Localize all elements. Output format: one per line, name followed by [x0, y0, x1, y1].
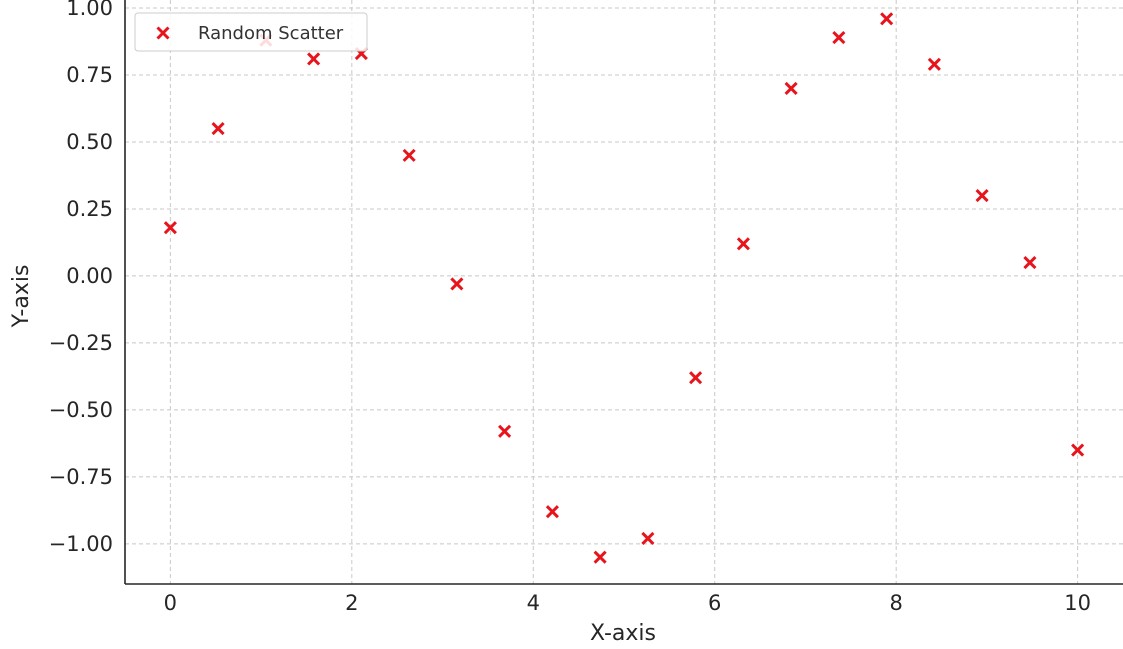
axes: [124, 0, 1123, 585]
legend-label: Random Scatter: [198, 23, 344, 44]
tick-labels: 0 2 4 6 8 10 1.00 0.75 0.50 0.25 0.00 −0.25 −0.50 −0.…: [49, 0, 1091, 615]
data-point: [211, 122, 225, 136]
legend-marker-x-icon: [156, 26, 170, 40]
data-point: [450, 277, 464, 291]
data-point: [498, 424, 512, 438]
data-point: [832, 30, 846, 45]
y-tick-label: −0.75: [49, 465, 113, 489]
data-point: [1023, 255, 1037, 270]
y-tick-label: 0.75: [66, 63, 113, 87]
data-points: [163, 12, 1085, 564]
y-tick-label: −1.00: [49, 532, 113, 556]
legend: Random Scatter: [134, 12, 368, 52]
y-tick-label: 0.25: [66, 197, 113, 221]
y-tick-label: 0.00: [66, 264, 113, 288]
x-tick-label: 0: [164, 591, 177, 615]
x-tick-label: 4: [527, 591, 540, 615]
data-point: [163, 221, 177, 235]
data-point: [975, 188, 989, 203]
data-point: [784, 81, 798, 95]
data-point: [593, 550, 607, 564]
x-tick-label: 6: [708, 591, 721, 615]
data-point: [307, 52, 321, 66]
data-point: [927, 57, 941, 71]
y-tick-label: −0.25: [49, 331, 113, 355]
data-point: [402, 148, 416, 162]
y-tick-label: −0.50: [49, 398, 113, 422]
grid: [125, 0, 1123, 584]
y-axis-label: Y-axis: [9, 265, 34, 329]
x-axis-label: X-axis: [590, 621, 656, 646]
data-point: [1071, 443, 1085, 457]
x-tick-label: 8: [889, 591, 902, 615]
x-tick-label: 10: [1064, 591, 1091, 615]
data-point: [689, 371, 703, 385]
data-point: [641, 531, 655, 546]
legend-x-marker: [156, 26, 170, 40]
data-point: [736, 237, 750, 251]
y-tick-label: 0.50: [66, 130, 113, 154]
legend-box: [134, 12, 368, 52]
data-point: [880, 12, 894, 26]
x-tick-label: 2: [345, 591, 358, 615]
data-point: [545, 505, 559, 519]
y-tick-label: 1.00: [66, 0, 113, 20]
